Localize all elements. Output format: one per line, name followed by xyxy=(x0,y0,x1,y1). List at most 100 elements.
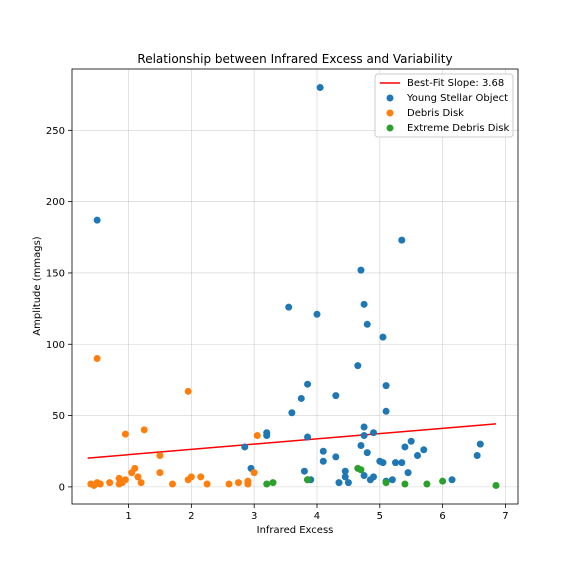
data-point-series-0 xyxy=(344,479,352,487)
data-point-series-0 xyxy=(360,471,368,479)
data-point-series-2 xyxy=(439,477,447,485)
data-point-series-0 xyxy=(476,440,484,448)
data-point-series-1 xyxy=(184,476,192,484)
data-point-series-1 xyxy=(234,479,242,487)
data-point-series-1 xyxy=(140,426,148,434)
legend-series-2-label: Extreme Debris Disk xyxy=(407,123,509,134)
data-point-series-0 xyxy=(357,442,365,450)
data-point-series-2 xyxy=(401,480,409,488)
data-point-series-2 xyxy=(492,481,500,489)
data-point-series-2 xyxy=(382,479,390,487)
plot-frame xyxy=(71,68,519,505)
data-point-series-1 xyxy=(184,387,192,395)
x-tick-label: 5 xyxy=(377,511,383,522)
data-point-series-0 xyxy=(241,443,249,451)
data-point-series-0 xyxy=(288,409,296,417)
data-point-series-0 xyxy=(313,310,321,318)
data-point-series-0 xyxy=(335,479,343,487)
data-point-series-2 xyxy=(263,480,271,488)
data-point-series-0 xyxy=(366,476,374,484)
data-point-series-0 xyxy=(370,429,378,437)
data-point-series-0 xyxy=(357,266,365,274)
y-tick-label: 150 xyxy=(46,268,65,279)
data-point-series-1 xyxy=(96,480,104,488)
data-point-series-0 xyxy=(354,362,362,370)
data-point-series-1 xyxy=(121,430,129,438)
legend-series-0-swatch xyxy=(386,94,394,102)
legend: Best-Fit Slope: 3.68 Young Stellar Objec… xyxy=(374,73,514,138)
data-point-series-0 xyxy=(93,216,101,224)
data-point-series-0 xyxy=(285,303,293,311)
x-tick-label: 4 xyxy=(314,511,320,522)
x-tick-label: 3 xyxy=(251,511,257,522)
x-tick-label: 2 xyxy=(188,511,194,522)
data-point-series-0 xyxy=(341,473,349,481)
fit-line-layer xyxy=(87,423,497,459)
data-point-series-0 xyxy=(392,459,400,467)
data-point-series-0 xyxy=(304,380,312,388)
data-point-series-1 xyxy=(118,479,126,487)
data-point-series-0 xyxy=(360,423,368,431)
data-point-series-0 xyxy=(332,453,340,461)
data-point-series-0 xyxy=(319,457,327,465)
data-point-series-1 xyxy=(134,473,142,481)
data-point-series-0 xyxy=(473,452,481,460)
x-axis-label: Infrared Excess xyxy=(257,525,334,536)
y-tick-label: 50 xyxy=(52,411,65,422)
legend-series-0-label: Young Stellar Object xyxy=(406,93,508,104)
data-point-series-0 xyxy=(382,407,390,415)
data-point-series-0 xyxy=(407,437,415,445)
data-point-series-1 xyxy=(106,479,114,487)
data-point-series-0 xyxy=(379,459,387,467)
y-tick-label: 250 xyxy=(46,126,65,137)
legend-fit-line-label: Best-Fit Slope: 3.68 xyxy=(407,78,504,89)
data-point-series-2 xyxy=(357,466,365,474)
data-point-series-1 xyxy=(250,469,258,477)
data-point-series-0 xyxy=(316,84,324,92)
data-point-series-1 xyxy=(197,473,205,481)
data-point-series-1 xyxy=(156,452,164,460)
y-axis: 0 50 100 150 200 250 xyxy=(46,126,72,493)
data-point-series-0 xyxy=(398,459,406,467)
data-point-series-2 xyxy=(269,479,277,487)
data-point-series-2 xyxy=(423,480,431,488)
data-point-series-1 xyxy=(93,355,101,363)
data-point-series-0 xyxy=(332,392,340,400)
legend-series-2-swatch xyxy=(386,124,394,132)
data-point-series-1 xyxy=(203,480,211,488)
data-point-series-1 xyxy=(225,480,233,488)
y-tick-label: 200 xyxy=(46,197,65,208)
data-point-series-0 xyxy=(304,433,312,441)
grid xyxy=(72,69,518,504)
legend-series-1-label: Debris Disk xyxy=(407,108,464,119)
x-axis: 1 2 3 4 5 6 7 xyxy=(125,504,509,522)
data-point-series-0 xyxy=(341,467,349,475)
data-point-series-0 xyxy=(363,320,371,328)
data-point-series-0 xyxy=(420,446,428,454)
x-tick-label: 6 xyxy=(439,511,445,522)
data-point-series-1 xyxy=(90,481,98,489)
data-point-series-2 xyxy=(304,476,312,484)
data-point-series-1 xyxy=(128,469,136,477)
data-point-series-0 xyxy=(388,476,396,484)
x-tick-label: 7 xyxy=(502,511,508,522)
data-point-series-0 xyxy=(379,333,387,341)
data-point-series-0 xyxy=(360,300,368,308)
data-point-series-0 xyxy=(360,432,368,440)
data-point-series-1 xyxy=(169,480,177,488)
data-point-series-0 xyxy=(263,432,271,440)
data-point-series-1 xyxy=(156,469,164,477)
data-point-series-0 xyxy=(382,382,390,390)
y-tick-label: 0 xyxy=(59,482,65,493)
legend-box xyxy=(374,73,514,138)
data-point-series-0 xyxy=(401,443,409,451)
points-layer xyxy=(87,84,500,489)
data-point-series-0 xyxy=(413,452,421,460)
data-point-series-0 xyxy=(404,469,412,477)
y-tick-label: 100 xyxy=(46,340,65,351)
x-tick-label: 1 xyxy=(125,511,131,522)
legend-series-1-swatch xyxy=(386,109,394,117)
data-point-series-1 xyxy=(253,432,261,440)
best-fit-line xyxy=(87,423,497,459)
